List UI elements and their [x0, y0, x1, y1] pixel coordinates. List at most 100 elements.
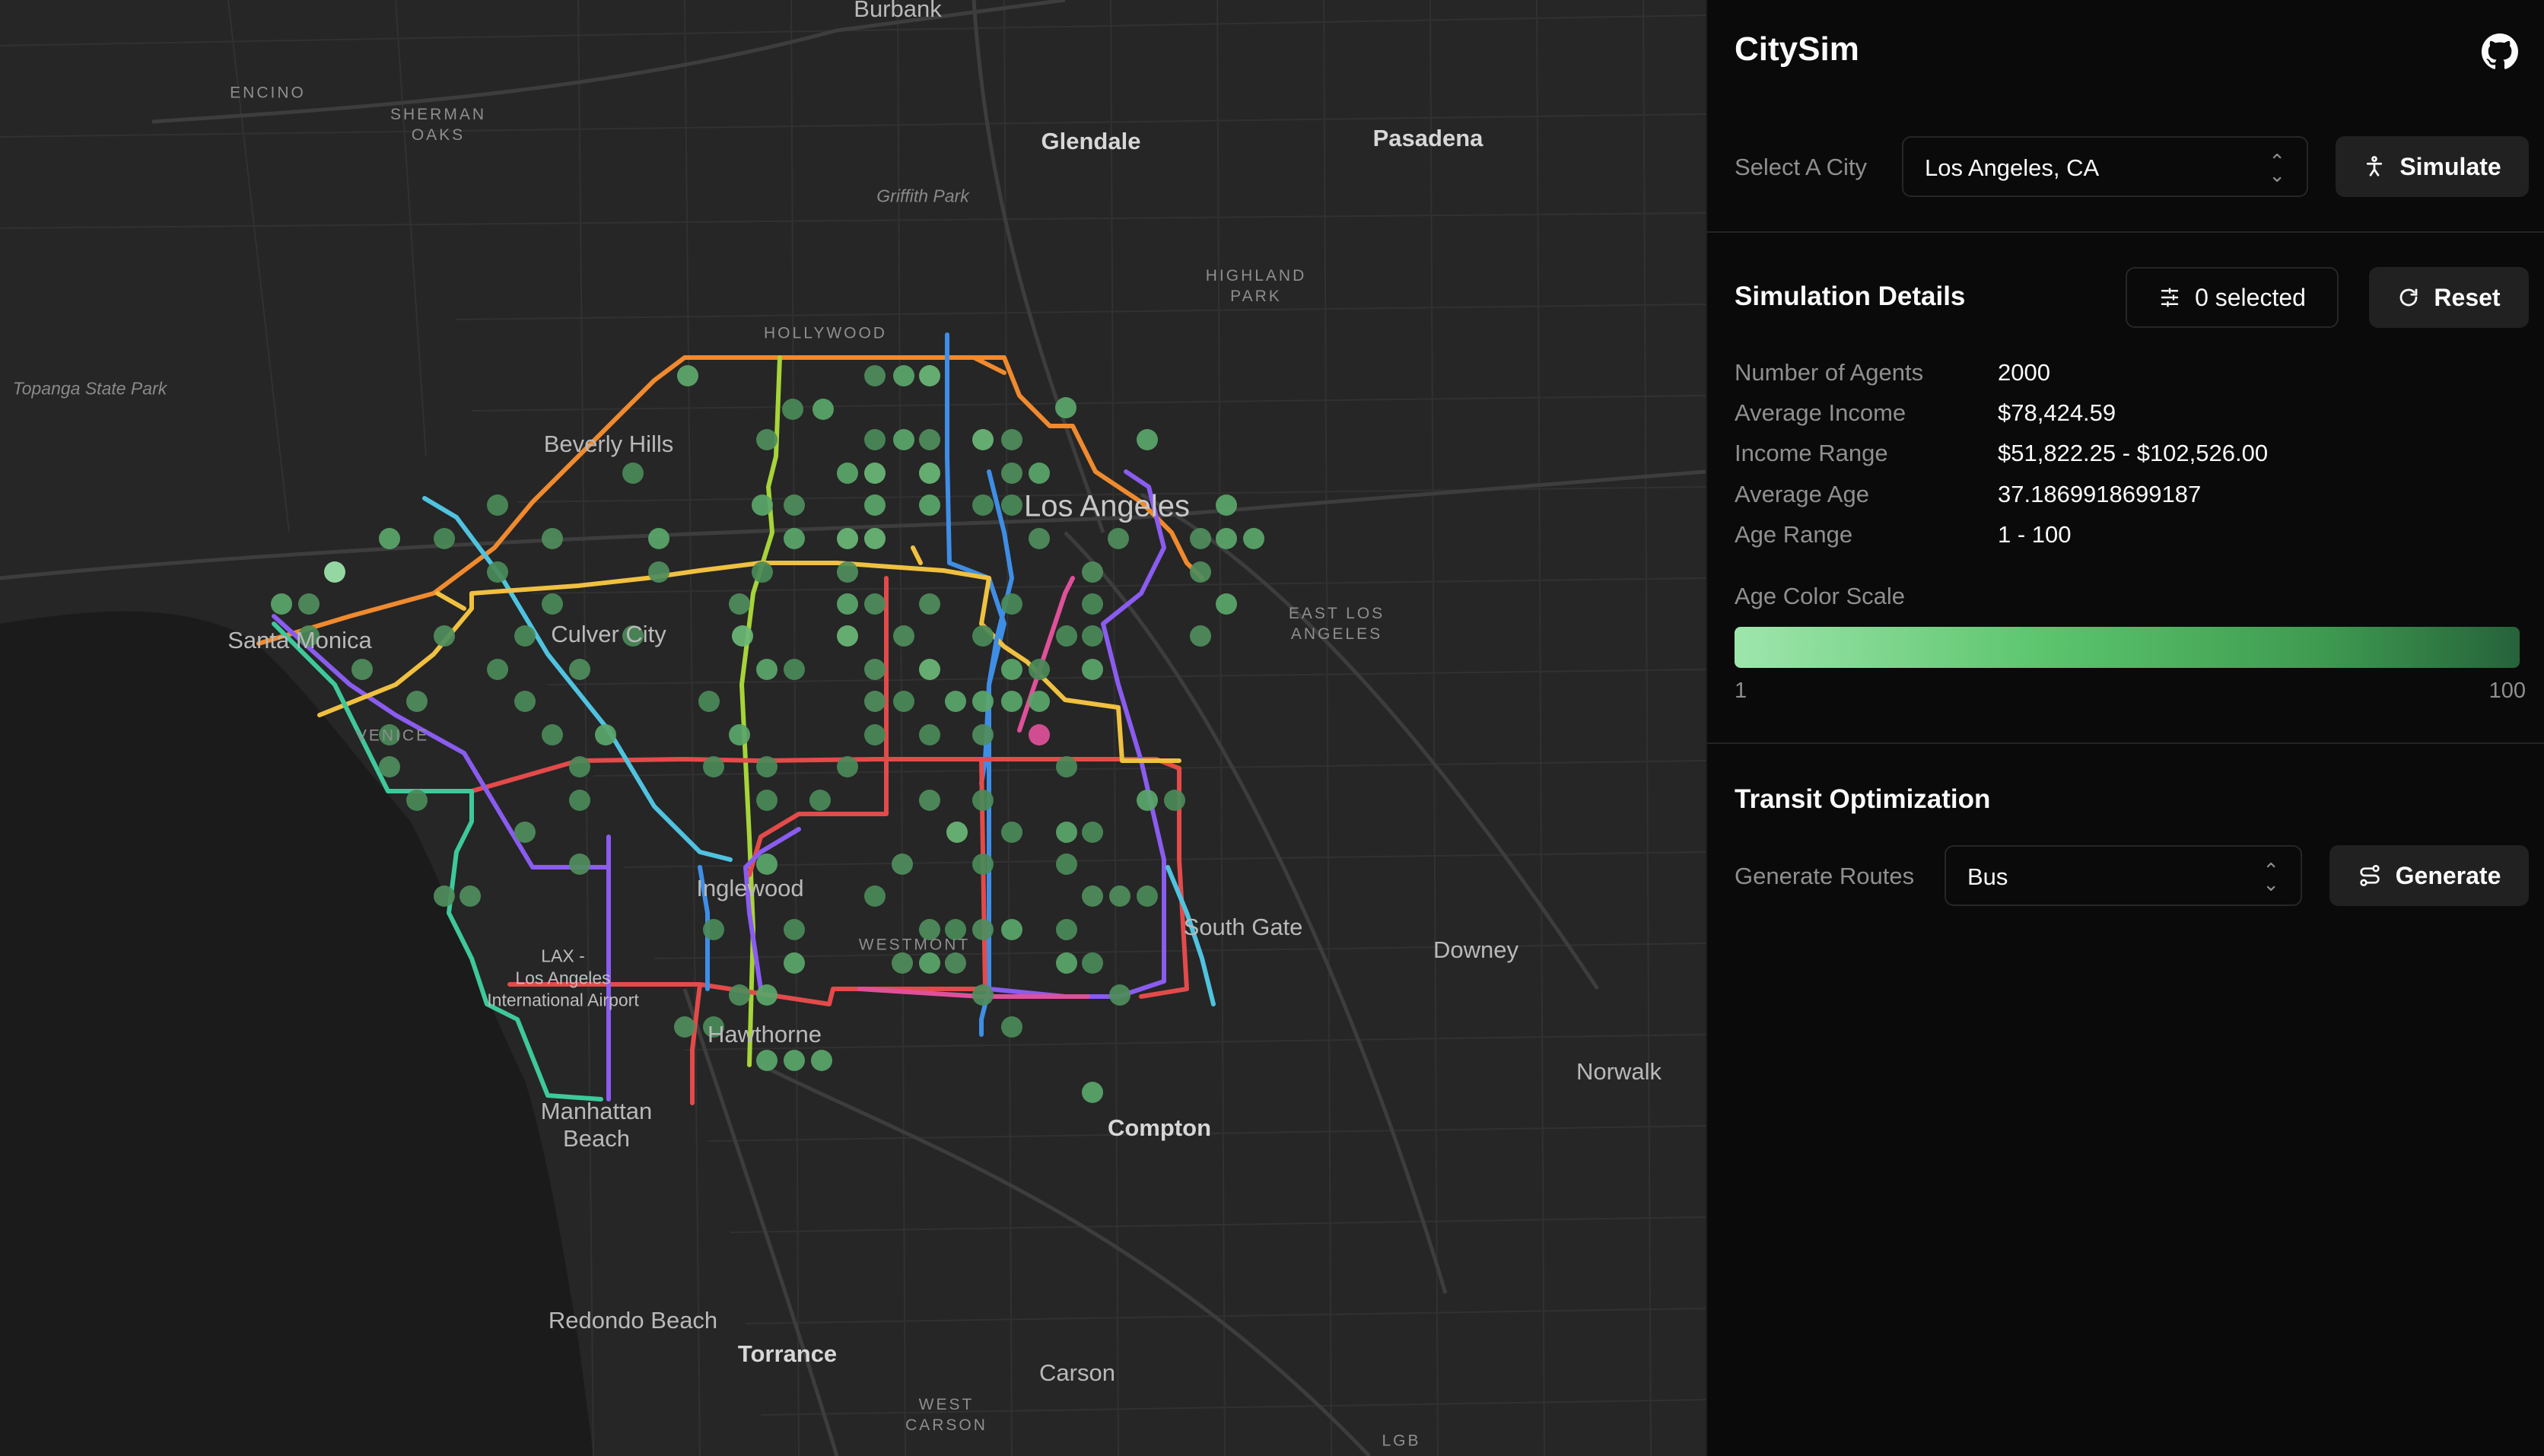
- agent-dot[interactable]: [1001, 822, 1022, 843]
- agent-dot[interactable]: [514, 625, 536, 647]
- agent-dot[interactable]: [1056, 919, 1077, 940]
- agent-dot[interactable]: [1190, 528, 1211, 549]
- agent-dot[interactable]: [1001, 919, 1022, 940]
- agent-dot[interactable]: [782, 399, 803, 420]
- agent-dot[interactable]: [487, 659, 508, 680]
- agent-dot[interactable]: [1056, 952, 1077, 974]
- agent-dot[interactable]: [1164, 790, 1185, 811]
- agent-dot[interactable]: [919, 919, 940, 940]
- agent-dot[interactable]: [1082, 561, 1103, 583]
- agent-dot[interactable]: [1243, 528, 1264, 549]
- agent-dot[interactable]: [1029, 528, 1050, 549]
- agent-dot[interactable]: [893, 691, 914, 712]
- agent-dot[interactable]: [784, 919, 805, 940]
- agent-dot[interactable]: [487, 561, 508, 583]
- agent-dot[interactable]: [864, 724, 886, 745]
- agent-dot[interactable]: [837, 463, 858, 484]
- agent-dot[interactable]: [972, 854, 994, 875]
- agent-dot[interactable]: [595, 724, 616, 745]
- agent-dot[interactable]: [514, 822, 536, 843]
- agent-dot[interactable]: [1109, 984, 1130, 1006]
- map-canvas[interactable]: Burbank ENCINO SHERMAN OAKS Glendale Pasaden…: [0, 0, 1706, 1456]
- agent-dot[interactable]: [434, 885, 455, 907]
- agent-dot[interactable]: [703, 1016, 724, 1038]
- agent-dot[interactable]: [1001, 494, 1022, 516]
- agent-dot[interactable]: [752, 494, 773, 516]
- agent-dot[interactable]: [569, 756, 590, 777]
- github-icon[interactable]: [2482, 33, 2518, 70]
- agent-dot[interactable]: [756, 854, 778, 875]
- agent-dot[interactable]: [729, 984, 750, 1006]
- city-select[interactable]: Los Angeles, CA ⌃ ⌄: [1902, 136, 2308, 197]
- agent-dot[interactable]: [972, 724, 994, 745]
- agent-dot[interactable]: [809, 790, 831, 811]
- agent-dot[interactable]: [893, 625, 914, 647]
- agent-dot[interactable]: [756, 984, 778, 1006]
- agent-dot[interactable]: [756, 756, 778, 777]
- agent-dot[interactable]: [460, 885, 481, 907]
- agent-dot[interactable]: [864, 885, 886, 907]
- route-type-select[interactable]: Bus ⌃ ⌄: [1945, 845, 2302, 906]
- agent-dot[interactable]: [756, 1050, 778, 1071]
- generate-button[interactable]: Generate: [2329, 845, 2529, 906]
- agent-dot[interactable]: [919, 429, 940, 450]
- agent-dot[interactable]: [622, 463, 644, 484]
- agent-dot[interactable]: [864, 593, 886, 615]
- agent-dot[interactable]: [1137, 885, 1158, 907]
- filter-selected-button[interactable]: 0 selected: [2126, 267, 2339, 328]
- agent-dot[interactable]: [864, 429, 886, 450]
- agent-dot[interactable]: [1082, 822, 1103, 843]
- agent-dot[interactable]: [1190, 625, 1211, 647]
- agent-dot[interactable]: [1082, 659, 1103, 680]
- agent-dot[interactable]: [648, 528, 669, 549]
- agent-dot[interactable]: [298, 593, 320, 615]
- agent-dot[interactable]: [892, 854, 913, 875]
- agent-dot[interactable]: [298, 625, 320, 647]
- agent-dot[interactable]: [919, 952, 940, 974]
- agent-dot[interactable]: [864, 494, 886, 516]
- agent-dot[interactable]: [732, 625, 753, 647]
- agent-dot[interactable]: [919, 790, 940, 811]
- agent-dot[interactable]: [752, 561, 773, 583]
- agent-dot[interactable]: [351, 659, 373, 680]
- reset-button[interactable]: Reset: [2369, 267, 2529, 328]
- agent-dot[interactable]: [729, 724, 750, 745]
- agent-dot[interactable]: [729, 593, 750, 615]
- agent-dot[interactable]: [648, 561, 669, 583]
- agent-dot[interactable]: [434, 528, 455, 549]
- agent-dot[interactable]: [784, 528, 805, 549]
- agent-dot[interactable]: [864, 659, 886, 680]
- agent-dot[interactable]: [893, 365, 914, 386]
- agent-dot[interactable]: [919, 659, 940, 680]
- agent-dot[interactable]: [756, 659, 778, 680]
- agent-dot[interactable]: [1001, 659, 1022, 680]
- agent-dot[interactable]: [1029, 691, 1050, 712]
- agent-dot[interactable]: [1056, 625, 1077, 647]
- agent-dot[interactable]: [812, 399, 834, 420]
- agent-dot[interactable]: [919, 593, 940, 615]
- agent-dot[interactable]: [622, 625, 644, 647]
- agent-dot[interactable]: [569, 659, 590, 680]
- agent-dot[interactable]: [892, 952, 913, 974]
- agent-dot[interactable]: [784, 1050, 805, 1071]
- agent-dot[interactable]: [784, 494, 805, 516]
- agent-dot[interactable]: [784, 659, 805, 680]
- agent-dot[interactable]: [542, 528, 563, 549]
- agent-dot[interactable]: [837, 561, 858, 583]
- agent-dot[interactable]: [1216, 593, 1237, 615]
- agent-dot[interactable]: [406, 691, 428, 712]
- agent-dot[interactable]: [514, 691, 536, 712]
- agent-dot[interactable]: [379, 724, 400, 745]
- agent-dot[interactable]: [919, 365, 940, 386]
- agent-dot[interactable]: [837, 593, 858, 615]
- agent-dot[interactable]: [1216, 494, 1237, 516]
- agent-dot[interactable]: [756, 790, 778, 811]
- agent-dot[interactable]: [569, 790, 590, 811]
- agent-dot[interactable]: [1082, 952, 1103, 974]
- agent-dot[interactable]: [784, 952, 805, 974]
- agent-dot[interactable]: [972, 494, 994, 516]
- agent-dot[interactable]: [864, 463, 886, 484]
- agent-dot[interactable]: [756, 429, 778, 450]
- agent-dot[interactable]: [1056, 756, 1077, 777]
- agent-dot[interactable]: [1001, 463, 1022, 484]
